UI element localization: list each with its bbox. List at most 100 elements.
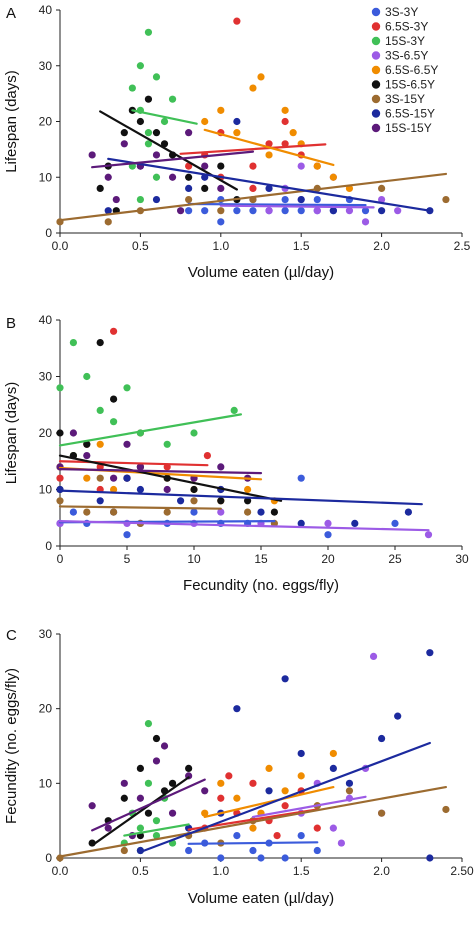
data-point <box>249 779 257 787</box>
data-point <box>104 824 112 832</box>
data-point <box>313 162 321 170</box>
data-point <box>281 802 289 810</box>
data-point <box>190 485 198 494</box>
fit-line <box>251 795 367 819</box>
y-axis-label: Fecundity (no. eggs/fly) <box>3 668 20 824</box>
panel-a: A 0.0 0.5 1.0 1.5 2.0 2.5 0 10 20 30 40 Volume eaten… <box>3 3 471 281</box>
data-point <box>168 779 177 787</box>
data-point <box>136 794 144 802</box>
data-point <box>378 809 386 817</box>
y-tick-label: 20 <box>39 115 53 129</box>
data-point <box>96 474 104 482</box>
data-point <box>144 95 153 103</box>
data-point <box>120 794 128 802</box>
data-point <box>96 339 104 347</box>
data-point <box>233 207 241 215</box>
data-point <box>136 463 144 471</box>
data-point <box>329 764 337 773</box>
data-point <box>123 474 131 482</box>
data-point <box>345 779 354 787</box>
data-point <box>177 497 185 505</box>
data-point <box>144 720 153 728</box>
x-tick-label: 1.5 <box>293 864 310 878</box>
data-point <box>281 195 289 204</box>
x-tick-label: 1.5 <box>293 239 310 253</box>
data-point <box>244 508 252 516</box>
data-point <box>378 734 386 743</box>
x-tick-label: 0.0 <box>52 864 69 878</box>
y-tick-label: 40 <box>39 313 53 327</box>
data-point <box>361 218 370 226</box>
data-point <box>297 772 305 780</box>
data-point <box>88 151 96 159</box>
data-point <box>152 173 161 181</box>
data-point <box>281 207 289 215</box>
legend-marker <box>371 109 381 118</box>
x-tick-label: 0 <box>57 552 64 566</box>
x-tick-label: 2.0 <box>373 864 390 878</box>
data-point <box>160 117 169 126</box>
data-point <box>123 440 131 448</box>
fit-line <box>203 785 335 819</box>
data-point <box>104 173 112 181</box>
data-point <box>123 531 131 539</box>
series-15s-3y <box>128 28 177 204</box>
data-point <box>110 485 118 494</box>
data-point <box>324 519 332 528</box>
data-point <box>144 809 153 817</box>
data-point <box>201 162 209 170</box>
data-point <box>110 418 118 426</box>
fit-line <box>187 841 319 845</box>
fit-line <box>58 505 222 510</box>
series-3s-3y <box>185 832 321 862</box>
data-point <box>201 184 209 192</box>
data-point <box>152 195 161 204</box>
y-tick-label: 0 <box>45 851 52 865</box>
x-tick-label: 15 <box>254 552 268 566</box>
data-point <box>244 497 252 505</box>
data-point <box>123 384 131 392</box>
legend-marker <box>371 51 381 60</box>
data-point <box>203 452 211 460</box>
series-15s-15y <box>56 429 252 494</box>
data-point <box>442 805 450 814</box>
legend-label: 6.5S-3Y <box>385 20 428 34</box>
data-point <box>152 129 161 137</box>
x-tick-label: 10 <box>187 552 201 566</box>
data-point <box>96 184 104 192</box>
fit-line <box>139 741 431 854</box>
data-point <box>185 207 193 215</box>
x-tick-label: 1.0 <box>212 239 229 253</box>
data-point <box>217 497 225 505</box>
data-point <box>56 485 64 494</box>
data-point <box>257 73 265 81</box>
legend: 3S-3Y6.5S-3Y15S-3Y3S-6.5Y6.5S-6.5Y15S-6.… <box>371 5 438 135</box>
data-point <box>329 749 337 758</box>
data-point <box>217 218 225 226</box>
data-point <box>136 824 144 832</box>
data-point <box>394 207 402 215</box>
data-point <box>190 497 198 505</box>
y-tick-label: 30 <box>39 627 53 641</box>
data-point <box>69 508 77 516</box>
data-point <box>69 339 77 347</box>
legend-label: 15S-15Y <box>385 121 432 135</box>
data-point <box>217 794 225 802</box>
data-point <box>265 207 273 215</box>
data-point <box>136 485 144 494</box>
data-point <box>233 832 241 840</box>
data-point <box>185 129 193 137</box>
fit-line <box>91 778 206 832</box>
y-tick-label: 40 <box>39 3 53 17</box>
panel-b: B 0 5 10 15 20 25 30 0 10 20 30 40 Fecundity (no. egg… <box>3 313 469 594</box>
x-tick-label: 2.5 <box>454 239 471 253</box>
y-tick-label: 20 <box>39 426 53 440</box>
data-point <box>281 140 289 148</box>
data-point <box>104 207 112 215</box>
y-tick-label: 10 <box>39 483 53 497</box>
x-axis-label: Volume eaten (µl/day) <box>188 264 334 281</box>
data-point <box>152 817 161 825</box>
panel-letter: A <box>6 5 16 22</box>
data-point <box>144 779 153 787</box>
data-point <box>83 474 91 482</box>
